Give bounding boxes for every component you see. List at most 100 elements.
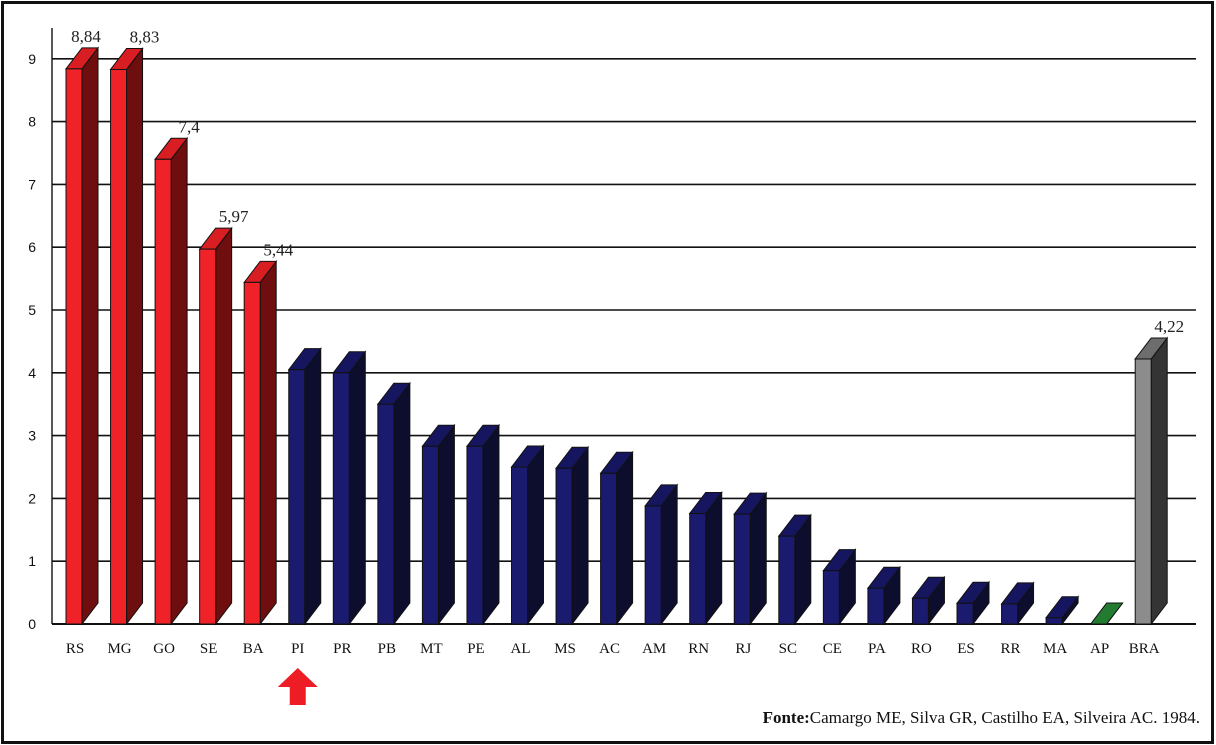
x-tick-MA: MA	[1043, 641, 1067, 657]
x-tick-PR: PR	[333, 641, 351, 657]
bar-side-RS	[81, 46, 99, 626]
bar-RR	[1000, 581, 1035, 626]
bar-side-BA	[259, 259, 277, 626]
x-tick-AP: AP	[1090, 641, 1109, 657]
data-label-GO: 7,4	[178, 117, 200, 136]
bar-side-RN	[705, 490, 723, 626]
bar-front-AM	[644, 505, 662, 625]
bar-MT	[421, 423, 456, 626]
x-tick-ES: ES	[957, 641, 975, 657]
x-tick-PA: PA	[868, 641, 886, 657]
source-label: Fonte:	[762, 708, 810, 727]
bar-RO	[911, 575, 946, 626]
bar-side-PR	[348, 350, 366, 626]
x-tick-CE: CE	[823, 641, 842, 657]
bar-front-PA	[867, 587, 885, 625]
bar-front-RO	[911, 597, 929, 625]
bar-PE	[465, 423, 500, 626]
bar-AL	[510, 444, 545, 626]
bar-top-AP	[1089, 602, 1124, 625]
x-tick-SE: SE	[200, 641, 218, 657]
bar-side-BRA	[1150, 336, 1168, 626]
bar-RJ	[733, 491, 768, 626]
bar-front-ES	[956, 602, 974, 625]
y-tick-7: 7	[28, 176, 36, 192]
bar-PR	[332, 350, 367, 626]
bar-SE	[198, 226, 233, 626]
x-tick-BA: BA	[243, 641, 264, 657]
y-tick-5: 5	[28, 302, 36, 318]
bar-MG	[109, 46, 144, 626]
bar-front-RN	[689, 512, 707, 625]
x-tick-AC: AC	[599, 641, 620, 657]
bar-GO	[154, 136, 189, 626]
bar-side-GO	[170, 136, 188, 626]
bar-front-MS	[555, 467, 573, 625]
x-tick-RJ: RJ	[735, 641, 751, 657]
y-tick-4: 4	[28, 365, 36, 381]
bar-RS	[64, 46, 100, 626]
bar-front-MG	[110, 68, 128, 625]
x-tick-RS: RS	[66, 641, 84, 657]
data-labels: 8,84 8,83 7,4 5,97 5,44 4,22	[71, 27, 1184, 336]
x-tick-AM: AM	[642, 641, 666, 657]
arrow-up-icon	[277, 668, 318, 705]
x-tick-BRA: BRA	[1129, 641, 1160, 657]
bar-front-SE	[199, 248, 217, 625]
bar-front-MA	[1045, 617, 1063, 625]
bar-PB	[376, 381, 411, 626]
y-tick-9: 9	[28, 51, 36, 67]
x-tick-SC: SC	[779, 641, 797, 657]
x-tick-RN: RN	[688, 641, 709, 657]
bar-front-RR	[1001, 603, 1019, 625]
x-axis-ticks: RS MG GO SE BA PI PR PB MT PE AL MS AC AM RN RJ SC CE PA RO…	[66, 641, 1160, 657]
bar-front-AC	[600, 472, 618, 625]
data-label-MG: 8,83	[130, 27, 160, 46]
y-tick-3: 3	[28, 428, 36, 444]
bar-side-RJ	[749, 491, 767, 626]
bar-side-AM	[660, 483, 678, 626]
bar-PI	[287, 347, 322, 626]
bar-AM	[644, 483, 679, 626]
bar-front-BA	[243, 281, 261, 625]
x-tick-PE: PE	[467, 641, 485, 657]
x-tick-AL: AL	[511, 641, 531, 657]
y-tick-0: 0	[28, 616, 36, 632]
bar-front-MT	[421, 445, 439, 625]
bar-CE	[822, 548, 857, 626]
y-tick-2: 2	[28, 490, 36, 506]
y-tick-1: 1	[28, 553, 36, 569]
bar-front-RJ	[733, 513, 751, 625]
bar-PA	[866, 565, 901, 626]
bar-front-PI	[288, 369, 306, 625]
bar-SC	[777, 513, 812, 626]
bar-front-PE	[466, 445, 484, 625]
bar-side-AC	[616, 450, 634, 626]
x-tick-RR: RR	[1001, 641, 1021, 657]
bar-side-MT	[437, 423, 455, 626]
bar-BRA	[1134, 336, 1169, 626]
source-note: Fonte:Camargo ME, Silva GR, Castilho EA,…	[763, 708, 1200, 728]
bar-MA	[1045, 595, 1080, 626]
bar-front-SC	[778, 535, 796, 625]
x-tick-RO: RO	[911, 641, 932, 657]
bar-front-AL	[511, 466, 528, 625]
highlight-arrow	[277, 668, 318, 705]
bars	[64, 46, 1169, 626]
bar-side-MG	[126, 46, 144, 626]
data-label-SE: 5,97	[219, 207, 249, 226]
x-tick-MS: MS	[554, 641, 576, 657]
bar-front-BRA	[1134, 358, 1152, 625]
y-tick-6: 6	[28, 239, 36, 255]
source-text: Camargo ME, Silva GR, Castilho EA, Silve…	[809, 708, 1200, 727]
data-label-BRA: 4,22	[1154, 317, 1184, 336]
x-tick-PB: PB	[378, 641, 396, 657]
data-label-BA: 5,44	[263, 240, 293, 259]
y-tick-8: 8	[28, 114, 36, 130]
bar-side-PE	[482, 423, 500, 626]
bar-side-PB	[393, 381, 411, 626]
bar-AP	[1089, 602, 1124, 625]
bar-BA	[243, 259, 278, 626]
bar-side-PI	[304, 347, 322, 626]
